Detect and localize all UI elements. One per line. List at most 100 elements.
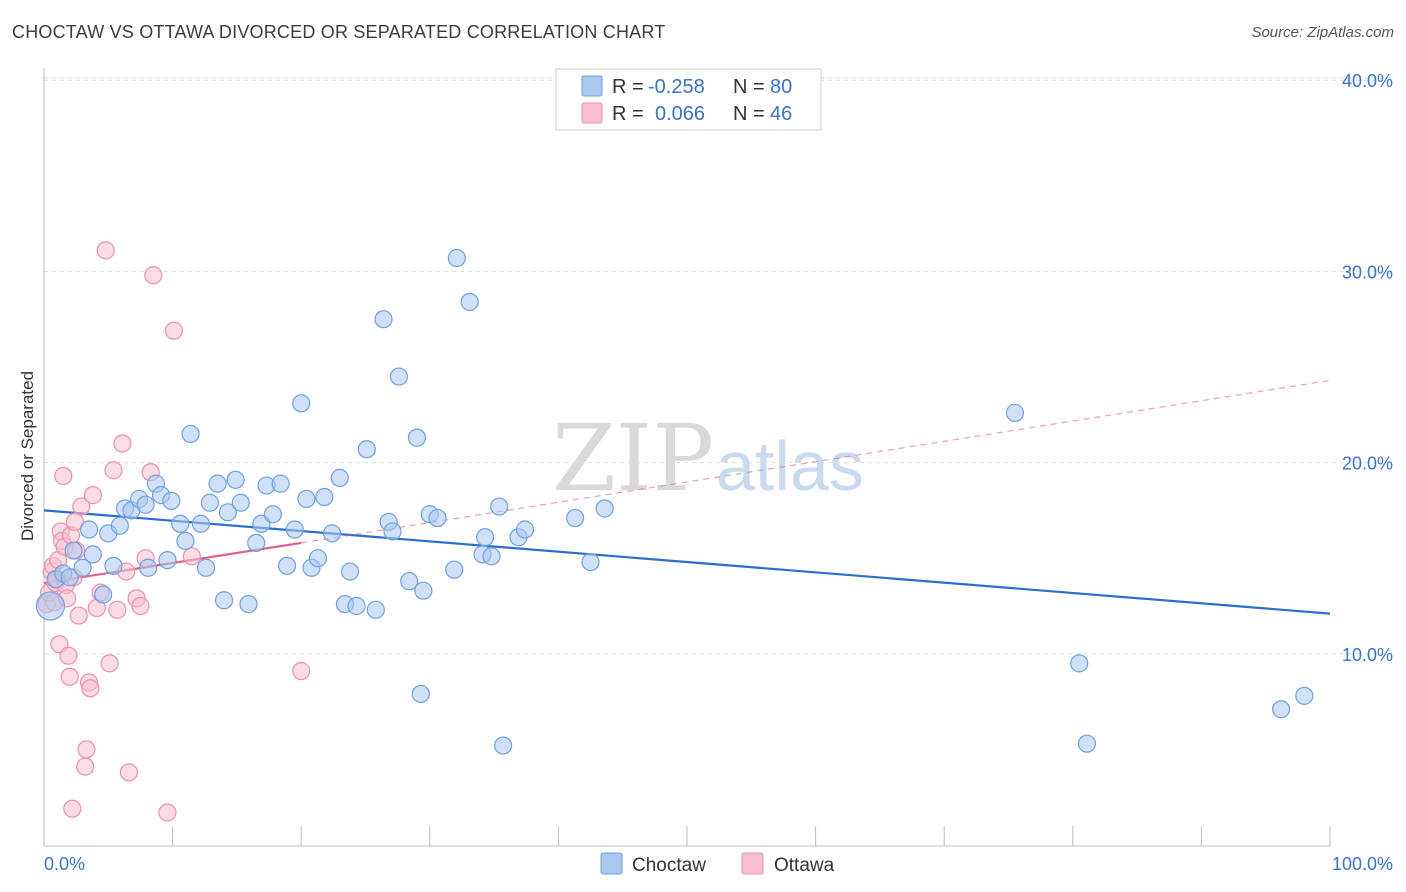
- gridlines: [44, 77, 1392, 655]
- choctaw-point: [83, 545, 102, 564]
- ottawa-point: [292, 661, 311, 681]
- choctaw-point: [482, 547, 501, 566]
- ottawa-point: [164, 321, 183, 340]
- choctaw-point: [595, 499, 614, 518]
- choctaw-point: [208, 474, 227, 493]
- legend-r-label-2: R =: [612, 103, 644, 125]
- legend-r-value-1: -0.258: [648, 76, 705, 98]
- choctaw-point: [196, 558, 216, 577]
- choctaw-point: [35, 591, 66, 621]
- choctaw-point: [239, 594, 258, 614]
- ottawa-point: [131, 596, 150, 616]
- legend: R = -0.258 N = 80 R = 0.066 N = 46: [555, 68, 822, 131]
- y-tick-labels: 10.0% 20.0% 30.0% 40.0%: [1342, 71, 1393, 665]
- bottom-legend-swatch-choctaw: [600, 852, 623, 875]
- y-tick-label-10: 10.0%: [1342, 645, 1393, 665]
- choctaw-point: [73, 558, 92, 577]
- choctaw-point: [277, 556, 297, 575]
- axes: [43, 68, 1331, 847]
- ottawa-point: [69, 606, 88, 625]
- choctaw-point: [136, 495, 155, 514]
- choctaw-point: [94, 585, 113, 604]
- choctaw-point: [139, 558, 158, 577]
- bottom-legend: Choctaw Ottawa: [600, 852, 835, 876]
- x-tick-label-100: 100.0%: [1332, 854, 1393, 874]
- choctaw-point: [407, 428, 427, 447]
- choctaw-points: [35, 248, 1314, 755]
- choctaw-point: [411, 684, 430, 704]
- ottawa-point: [100, 654, 119, 673]
- ottawa-point: [60, 667, 79, 686]
- choctaw-point: [581, 552, 600, 572]
- choctaw-point: [271, 474, 290, 493]
- choctaw-point: [366, 600, 385, 619]
- choctaw-point: [475, 528, 495, 547]
- choctaw-point: [60, 568, 79, 587]
- y-tick-label-20: 20.0%: [1342, 454, 1393, 474]
- choctaw-point: [400, 572, 419, 591]
- ottawa-point: [72, 497, 91, 516]
- ottawa-point: [76, 757, 95, 776]
- legend-swatch-ottawa: [581, 102, 603, 124]
- choctaw-point: [566, 508, 585, 528]
- choctaw-point: [1070, 654, 1089, 673]
- choctaw-point: [297, 489, 316, 509]
- choctaw-point: [347, 596, 366, 616]
- watermark-zip: ZIP: [552, 405, 714, 512]
- choctaw-point: [226, 470, 245, 489]
- choctaw-point: [79, 520, 99, 539]
- choctaw-point: [494, 736, 513, 755]
- choctaw-point: [110, 516, 129, 535]
- legend-n-value-2: 46: [770, 103, 792, 125]
- choctaw-point: [231, 493, 250, 512]
- y-tick-label-30: 30.0%: [1342, 262, 1393, 282]
- ottawa-point: [119, 763, 138, 782]
- choctaw-point: [263, 505, 283, 524]
- legend-r-label-1: R =: [612, 76, 644, 98]
- ottawa-point: [59, 646, 78, 665]
- choctaw-point: [445, 560, 464, 579]
- choctaw-point: [214, 591, 234, 610]
- choctaw-point: [285, 520, 304, 539]
- choctaw-trend-line: [43, 509, 1331, 615]
- source-label: Source: ZipAtlas.com: [1251, 24, 1394, 41]
- choctaw-point: [191, 514, 210, 533]
- choctaw-point: [330, 468, 349, 487]
- choctaw-point: [308, 549, 328, 568]
- bottom-legend-ottawa: Ottawa: [774, 855, 835, 876]
- ottawa-point: [63, 799, 82, 818]
- ottawa-trend-extension: [301, 379, 1331, 544]
- choctaw-point: [176, 531, 195, 551]
- choctaw-point: [218, 503, 237, 522]
- watermark-atlas: atlas: [716, 427, 864, 505]
- ottawa-point: [65, 512, 84, 531]
- choctaw-point: [1077, 734, 1097, 753]
- ottawa-point: [83, 486, 102, 505]
- choctaw-point: [247, 533, 266, 553]
- choctaw-point: [322, 524, 342, 543]
- choctaw-point: [1295, 686, 1314, 705]
- choctaw-point: [515, 520, 535, 539]
- watermark: ZIP atlas: [552, 405, 864, 512]
- legend-n-value-1: 80: [770, 76, 792, 98]
- ottawa-point: [81, 679, 100, 698]
- y-tick-label-40: 40.0%: [1342, 71, 1393, 91]
- ottawa-point: [182, 547, 201, 566]
- ottawa-point: [158, 803, 177, 822]
- choctaw-point: [292, 394, 311, 413]
- bottom-legend-choctaw: Choctaw: [632, 855, 706, 876]
- choctaw-point: [490, 497, 509, 516]
- ottawa-point: [54, 466, 73, 486]
- ottawa-point: [108, 600, 127, 619]
- choctaw-point: [64, 541, 83, 560]
- ottawa-point: [144, 266, 163, 285]
- x-tick-label-0: 0.0%: [44, 854, 85, 874]
- choctaw-point: [389, 367, 409, 386]
- choctaw-point: [447, 248, 466, 268]
- choctaw-point: [340, 562, 360, 581]
- choctaw-point: [171, 514, 190, 533]
- legend-n-label-1: N =: [733, 76, 765, 98]
- choctaw-point: [181, 424, 200, 444]
- ottawa-point: [104, 461, 123, 480]
- legend-n-label-2: N =: [733, 103, 765, 125]
